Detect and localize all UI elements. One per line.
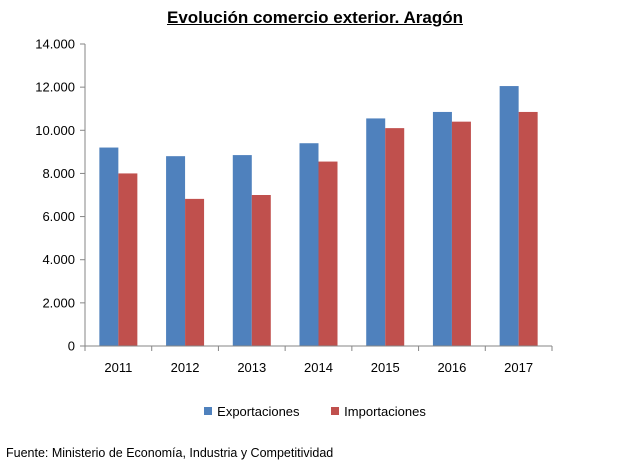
x-tick-label: 2012 xyxy=(171,360,200,375)
y-tick-label: 2.000 xyxy=(42,295,75,310)
y-tick-label: 12.000 xyxy=(35,80,75,95)
bar-exportaciones-2013 xyxy=(232,155,252,346)
y-tick-label: 14.000 xyxy=(35,37,75,52)
legend-item-importaciones: Importaciones xyxy=(331,404,426,419)
bars xyxy=(99,86,538,347)
bar-importaciones-2014 xyxy=(318,161,338,346)
y-tick-label: 4.000 xyxy=(42,252,75,267)
x-tick-label: 2015 xyxy=(371,360,400,375)
x-tick-label: 2011 xyxy=(104,360,132,375)
y-axis-ticks: 0 2.000 4.000 6.000 8.000 10.000 12.000 14.000 xyxy=(35,37,85,354)
bar-exportaciones-2014 xyxy=(299,143,319,346)
x-axis-ticks: 2011 2012 2013 2014 2015 2016 2017 xyxy=(84,346,553,375)
bar-exportaciones-2011 xyxy=(99,147,119,346)
bar-importaciones-2015 xyxy=(385,128,405,346)
legend-swatch-exportaciones xyxy=(204,407,213,415)
bar-exportaciones-2016 xyxy=(432,111,452,346)
legend-label-exportaciones: Exportaciones xyxy=(217,403,300,419)
legend-label-importaciones: Importaciones xyxy=(344,403,426,419)
bar-importaciones-2011 xyxy=(118,173,138,346)
source-note: Fuente: Ministerio de Economía, Industri… xyxy=(6,446,334,460)
x-tick-label: 2014 xyxy=(304,360,333,375)
bar-importaciones-2012 xyxy=(185,198,205,346)
legend-item-exportaciones: Exportaciones xyxy=(204,403,300,419)
bar-exportaciones-2017 xyxy=(499,86,519,347)
bar-importaciones-2017 xyxy=(518,111,538,346)
bar-exportaciones-2012 xyxy=(166,156,186,346)
legend-swatch-importaciones xyxy=(331,407,340,415)
y-tick-label: 8.000 xyxy=(42,166,75,181)
y-tick-label: 0 xyxy=(68,339,75,354)
legend: Exportaciones Importaciones xyxy=(0,403,630,419)
bar-exportaciones-2015 xyxy=(366,118,386,347)
y-tick-label: 6.000 xyxy=(42,209,75,224)
chart-title: Evolución comercio exterior. Aragón xyxy=(166,8,463,27)
x-tick-label: 2013 xyxy=(237,360,266,375)
bar-importaciones-2016 xyxy=(451,121,471,347)
x-tick-label: 2016 xyxy=(437,360,466,375)
bar-importaciones-2013 xyxy=(251,195,271,346)
y-tick-label: 10.000 xyxy=(35,123,75,138)
plot-area: 02.0004.0006.0008.00010.00012.00014.000 … xyxy=(35,37,553,375)
x-tick-label: 2017 xyxy=(504,360,533,375)
